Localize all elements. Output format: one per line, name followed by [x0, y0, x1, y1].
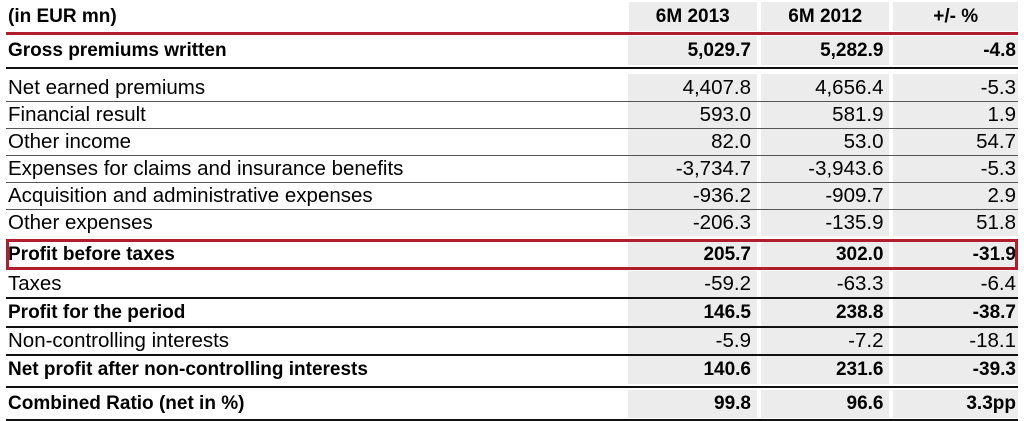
row-divider — [6, 386, 1018, 388]
row-label: Net earned premiums — [8, 75, 206, 99]
row-change: -18.1 — [893, 328, 1018, 354]
table-row: Financial result 593.0 581.9 1.9 — [6, 102, 1018, 128]
row-divider — [6, 297, 1018, 299]
header-change-pct: +/- % — [893, 2, 1018, 31]
row-value-2013: 82.0 — [628, 129, 757, 155]
row-change: 2.9 — [893, 183, 1018, 209]
row-divider — [6, 101, 1018, 102]
row-label: Financial result — [8, 103, 146, 126]
row-value-2013: -936.2 — [628, 183, 757, 209]
header-6m-2013: 6M 2013 — [628, 2, 757, 31]
row-label: Profit before taxes — [8, 243, 175, 265]
row-change: 54.7 — [893, 129, 1018, 155]
row-change: -6.4 — [893, 271, 1018, 297]
table-row: Gross premiums written 5,029.7 5,282.9 -… — [6, 36, 1018, 65]
row-label: Taxes — [8, 272, 62, 295]
row-value-2013: -206.3 — [628, 210, 757, 236]
table-header: (in EUR mn) 6M 2013 6M 2012 +/- % — [6, 2, 1018, 31]
row-divider — [6, 182, 1018, 183]
row-value-2012: -3,943.6 — [760, 156, 890, 182]
header-divider-red — [6, 32, 1018, 35]
row-change: -31.9 — [893, 240, 1018, 269]
row-value-2012: 4,656.4 — [760, 74, 890, 101]
table-bottom-border — [6, 419, 1018, 421]
row-divider — [6, 67, 1018, 69]
row-label: Profit for the period — [8, 301, 186, 323]
table-row: Taxes -59.2 -63.3 -6.4 — [6, 271, 1018, 297]
row-divider — [6, 155, 1018, 156]
row-value-2013: 205.7 — [628, 240, 757, 269]
row-value-2013: -3,734.7 — [628, 156, 757, 182]
row-change: -5.3 — [893, 156, 1018, 182]
row-label: Acquisition and administrative expenses — [8, 184, 373, 207]
row-change: -38.7 — [893, 299, 1018, 326]
row-change: 1.9 — [893, 102, 1018, 128]
row-value-2012: 238.8 — [760, 299, 890, 326]
header-6m-2012: 6M 2012 — [761, 2, 890, 31]
row-change: -39.3 — [893, 356, 1018, 384]
table-row: Profit before taxes 205.7 302.0 -31.9 — [6, 240, 1018, 269]
row-change: -5.3 — [893, 74, 1018, 101]
row-label: Net profit after non-controlling interes… — [8, 359, 368, 380]
row-label: Other expenses — [8, 211, 153, 234]
row-value-2012: -909.7 — [760, 183, 890, 209]
table-row: Combined Ratio (net in %) 99.8 96.6 3.3p… — [6, 390, 1018, 418]
row-value-2012: 5,282.9 — [760, 36, 890, 65]
row-value-2012: 302.0 — [760, 240, 890, 269]
header-unit-label: (in EUR mn) — [8, 5, 117, 27]
row-change: 3.3pp — [893, 390, 1018, 418]
row-label: Expenses for claims and insurance benefi… — [8, 157, 404, 180]
row-divider — [6, 354, 1018, 356]
row-label: Other income — [8, 130, 132, 153]
row-divider — [6, 128, 1018, 129]
table-row: Net earned premiums 4,407.8 4,656.4 -5.3 — [6, 74, 1018, 101]
table-row: Other expenses -206.3 -135.9 51.8 — [6, 210, 1018, 236]
row-divider — [6, 326, 1018, 328]
row-label: Gross premiums written — [8, 39, 227, 61]
row-value-2012: 231.6 — [760, 356, 890, 384]
row-label: Combined Ratio (net in %) — [8, 393, 245, 414]
table-row: Expenses for claims and insurance benefi… — [6, 156, 1018, 182]
row-divider — [6, 209, 1018, 210]
row-value-2013: 140.6 — [628, 356, 757, 384]
row-value-2013: -5.9 — [628, 328, 757, 354]
row-value-2013: 5,029.7 — [628, 36, 757, 65]
row-value-2012: -135.9 — [760, 210, 890, 236]
row-value-2013: 593.0 — [628, 102, 757, 128]
row-change: -4.8 — [893, 36, 1018, 65]
table-row: Acquisition and administrative expenses … — [6, 183, 1018, 209]
row-value-2012: -7.2 — [760, 328, 890, 354]
row-value-2013: 4,407.8 — [628, 74, 757, 101]
table-row: Profit for the period 146.5 238.8 -38.7 — [6, 299, 1018, 326]
table-row: Non-controlling interests -5.9 -7.2 -18.… — [6, 328, 1018, 354]
table-row: Net profit after non-controlling interes… — [6, 356, 1018, 384]
row-label: Non-controlling interests — [8, 329, 230, 352]
row-change: 51.8 — [893, 210, 1018, 236]
row-value-2013: 99.8 — [628, 390, 757, 418]
row-value-2012: 53.0 — [760, 129, 890, 155]
row-value-2013: -59.2 — [628, 271, 757, 297]
table-row: Other income 82.0 53.0 54.7 — [6, 129, 1018, 155]
row-value-2013: 146.5 — [628, 299, 757, 326]
row-value-2012: 96.6 — [760, 390, 890, 418]
row-value-2012: 581.9 — [760, 102, 890, 128]
row-value-2012: -63.3 — [760, 271, 890, 297]
